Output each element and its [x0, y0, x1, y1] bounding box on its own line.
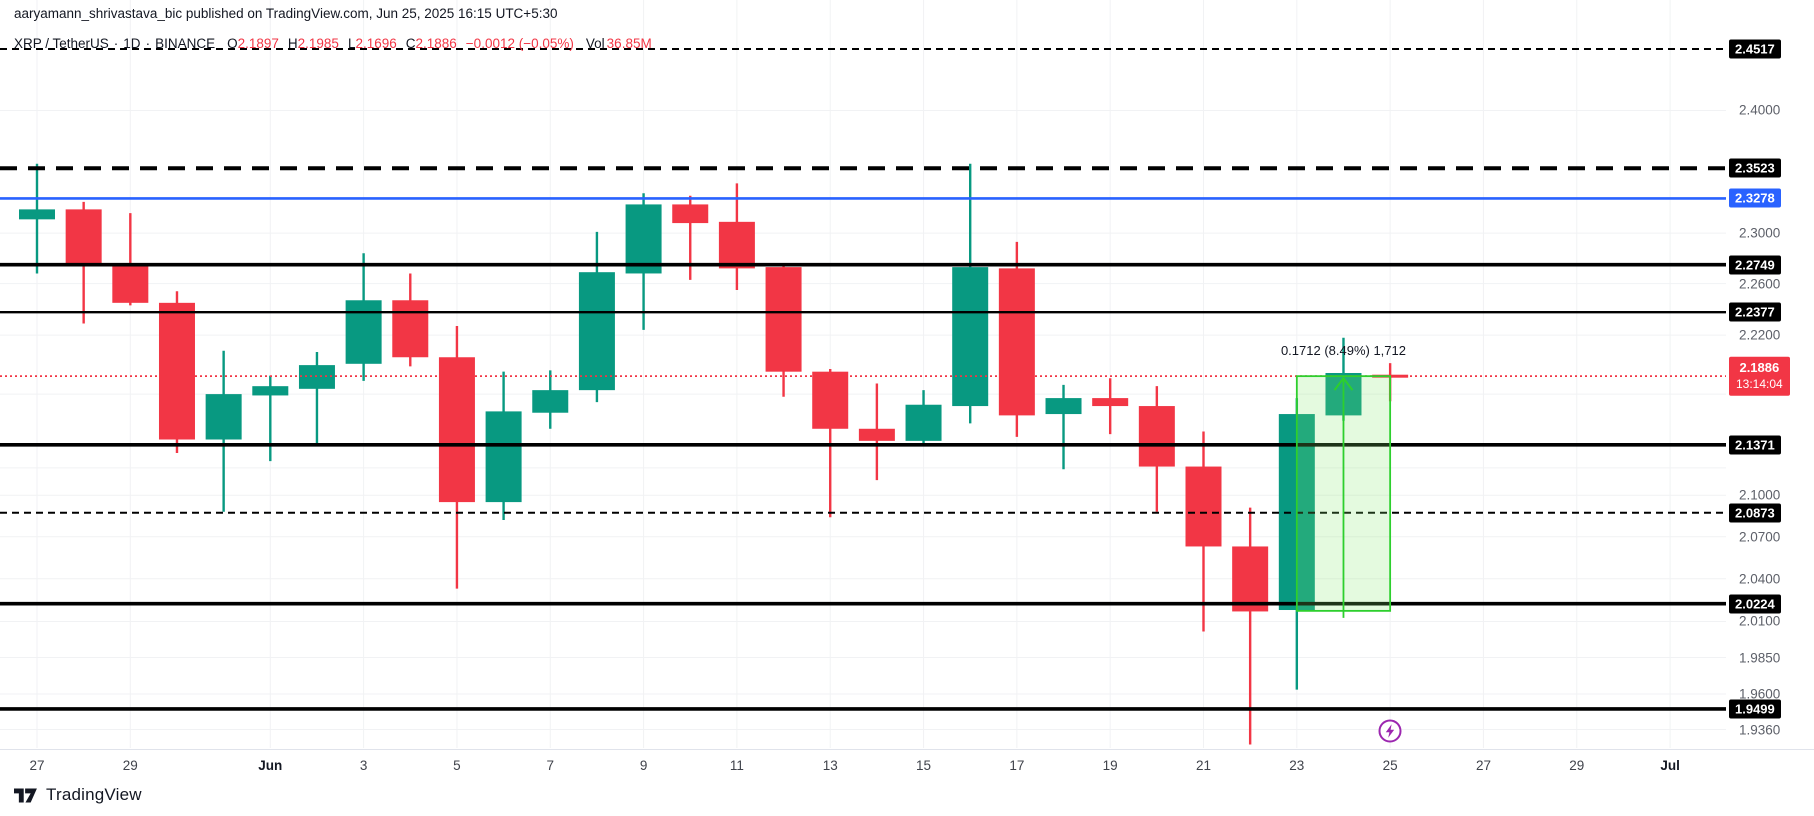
candle-body-jun-22	[1232, 546, 1269, 612]
candle-body-jun-14	[858, 428, 895, 441]
time-axis[interactable]: 27 29 Jun 3 5 7 9 11 13 15 17 19 21 23 25 27 29 Jul	[0, 749, 1814, 786]
price-level-badge-2.4517: 2.4517	[1729, 39, 1781, 59]
legend-symbol[interactable]: XRP / TetherUS	[14, 36, 109, 51]
candle-body-may-31	[205, 394, 242, 440]
time-tick-17[interactable]: 17	[1009, 758, 1025, 773]
time-tick-29[interactable]: 29	[122, 758, 138, 773]
time-tick-27[interactable]: 27	[29, 758, 45, 773]
candle-body-jun-16	[952, 267, 989, 407]
price-tick-2.3000: 2.3000	[1739, 225, 1781, 241]
candle-body-may-30	[158, 302, 195, 440]
candle-body-jun-19	[1092, 398, 1129, 407]
time-tick-jun[interactable]: Jun	[258, 758, 283, 773]
candle-body-jun-13	[812, 371, 849, 429]
time-tick-7[interactable]: 7	[546, 758, 555, 773]
legend-ohlc-values: O2.1897 H2.1985 L2.1696 C2.1886	[227, 36, 466, 51]
price-tick-2.0100: 2.0100	[1739, 613, 1781, 629]
chart-legend: XRP / TetherUS · 1D · BINANCE O2.1897 H2.…	[14, 36, 652, 51]
candle-body-may-27	[19, 209, 55, 220]
time-tick-29[interactable]: 29	[1569, 758, 1585, 773]
candle-body-jun-6	[485, 411, 522, 503]
price-tick-1.9850: 1.9850	[1739, 650, 1781, 666]
candle-body-jun-9	[625, 204, 662, 274]
time-tick-27[interactable]: 27	[1475, 758, 1491, 773]
tradingview-logo-text: TradingView	[46, 785, 142, 804]
candle-body-jun-5	[438, 357, 475, 503]
candle-body-jun-7	[532, 390, 569, 413]
price-level-badge-2.0873: 2.0873	[1729, 503, 1781, 523]
legend-volume-value: 36.85M	[606, 36, 652, 51]
time-tick-11[interactable]: 11	[729, 758, 744, 773]
candle-body-jun-21	[1185, 466, 1222, 547]
lightning-marker[interactable]	[1376, 717, 1404, 745]
price-axis[interactable]: 2.4000 2.3000 2.2600 2.2200 2.1000 2.0700 2.04…	[1726, 0, 1814, 748]
time-tick-5[interactable]: 5	[453, 758, 461, 773]
time-tick-19[interactable]: 19	[1102, 758, 1118, 773]
price-range-arrow-up-icon	[1333, 376, 1354, 391]
price-level-badge-2.1371: 2.1371	[1729, 435, 1781, 455]
legend-l-value: L2.1696	[347, 36, 397, 51]
price-level-badge-2.2377: 2.2377	[1729, 302, 1781, 322]
time-tick-15[interactable]: 15	[916, 758, 932, 773]
candle-body-jun-11	[718, 221, 755, 269]
legend-h-value: H2.1985	[287, 36, 339, 51]
countdown-timer: 13:14:04	[1736, 376, 1783, 391]
price-level-badge-2.2749: 2.2749	[1729, 255, 1781, 275]
price-tick-2.0400: 2.0400	[1739, 571, 1781, 587]
time-tick-13[interactable]: 13	[822, 758, 838, 773]
time-tick-3[interactable]: 3	[359, 758, 368, 773]
candle-body-jun-8	[578, 272, 615, 391]
price-tick-1.9360: 1.9360	[1739, 722, 1781, 738]
legend-c-value: C2.1886	[405, 36, 457, 51]
candle-body-jun-4	[392, 300, 429, 358]
price-tick-2.2200: 2.2200	[1739, 327, 1781, 343]
legend-exchange[interactable]: BINANCE	[155, 36, 216, 51]
price-level-badge-2.3278: 2.3278	[1729, 188, 1781, 208]
time-tick-jul[interactable]: Jul	[1660, 758, 1680, 773]
price-tick-2.0700: 2.0700	[1739, 529, 1781, 545]
attribution-text: aaryamann_shrivastava_bic published on T…	[14, 6, 558, 21]
time-tick-25[interactable]: 25	[1382, 758, 1398, 773]
time-tick-9[interactable]: 9	[639, 758, 648, 773]
price-tick-1.9600: 1.9600	[1739, 686, 1781, 702]
candle-body-jun-10	[672, 204, 709, 224]
price-tick-2.1000: 2.1000	[1739, 487, 1781, 503]
current-price-badge: 2.1886 13:14:04	[1729, 356, 1790, 396]
legend-separator: ·	[113, 36, 119, 51]
current-price-value: 2.1886	[1739, 359, 1780, 375]
tradingview-logo-icon	[14, 788, 37, 802]
time-tick-23[interactable]: 23	[1289, 758, 1305, 773]
price-level-badge-1.9499: 1.9499	[1729, 699, 1781, 719]
tradingview-logo[interactable]: TradingView	[14, 785, 142, 805]
price-tick-2.4000: 2.4000	[1739, 102, 1781, 118]
legend-o-value: O2.1897	[227, 36, 279, 51]
legend-separator: ·	[145, 36, 151, 51]
candle-body-jun-17	[998, 268, 1035, 416]
candle-body-jun-18	[1045, 398, 1082, 415]
time-tick-21[interactable]: 21	[1195, 758, 1212, 773]
price-tick-2.2600: 2.2600	[1739, 276, 1781, 292]
price-level-badge-2.3523: 2.3523	[1729, 158, 1781, 178]
candle-body-jun-3	[345, 300, 382, 364]
legend-interval[interactable]: 1D	[123, 36, 141, 51]
candle-body-jun-20	[1138, 406, 1175, 467]
legend-change: −0.0012 (−0.05%)	[465, 36, 574, 51]
candle-body-jun-1	[252, 386, 289, 396]
candle-body-jun-15	[905, 404, 942, 441]
candle-body-jun-12	[765, 267, 802, 372]
lightning-icon	[1378, 719, 1402, 743]
candle-body-may-28	[65, 209, 102, 265]
candlestick-chart[interactable]	[0, 0, 1726, 748]
candle-body-may-29	[112, 264, 149, 303]
range-tool-label: 0.1712 (8.49%) 1,712	[1280, 343, 1406, 359]
legend-volume-label: Vol	[585, 36, 605, 51]
price-level-badge-2.0224: 2.0224	[1729, 594, 1781, 614]
